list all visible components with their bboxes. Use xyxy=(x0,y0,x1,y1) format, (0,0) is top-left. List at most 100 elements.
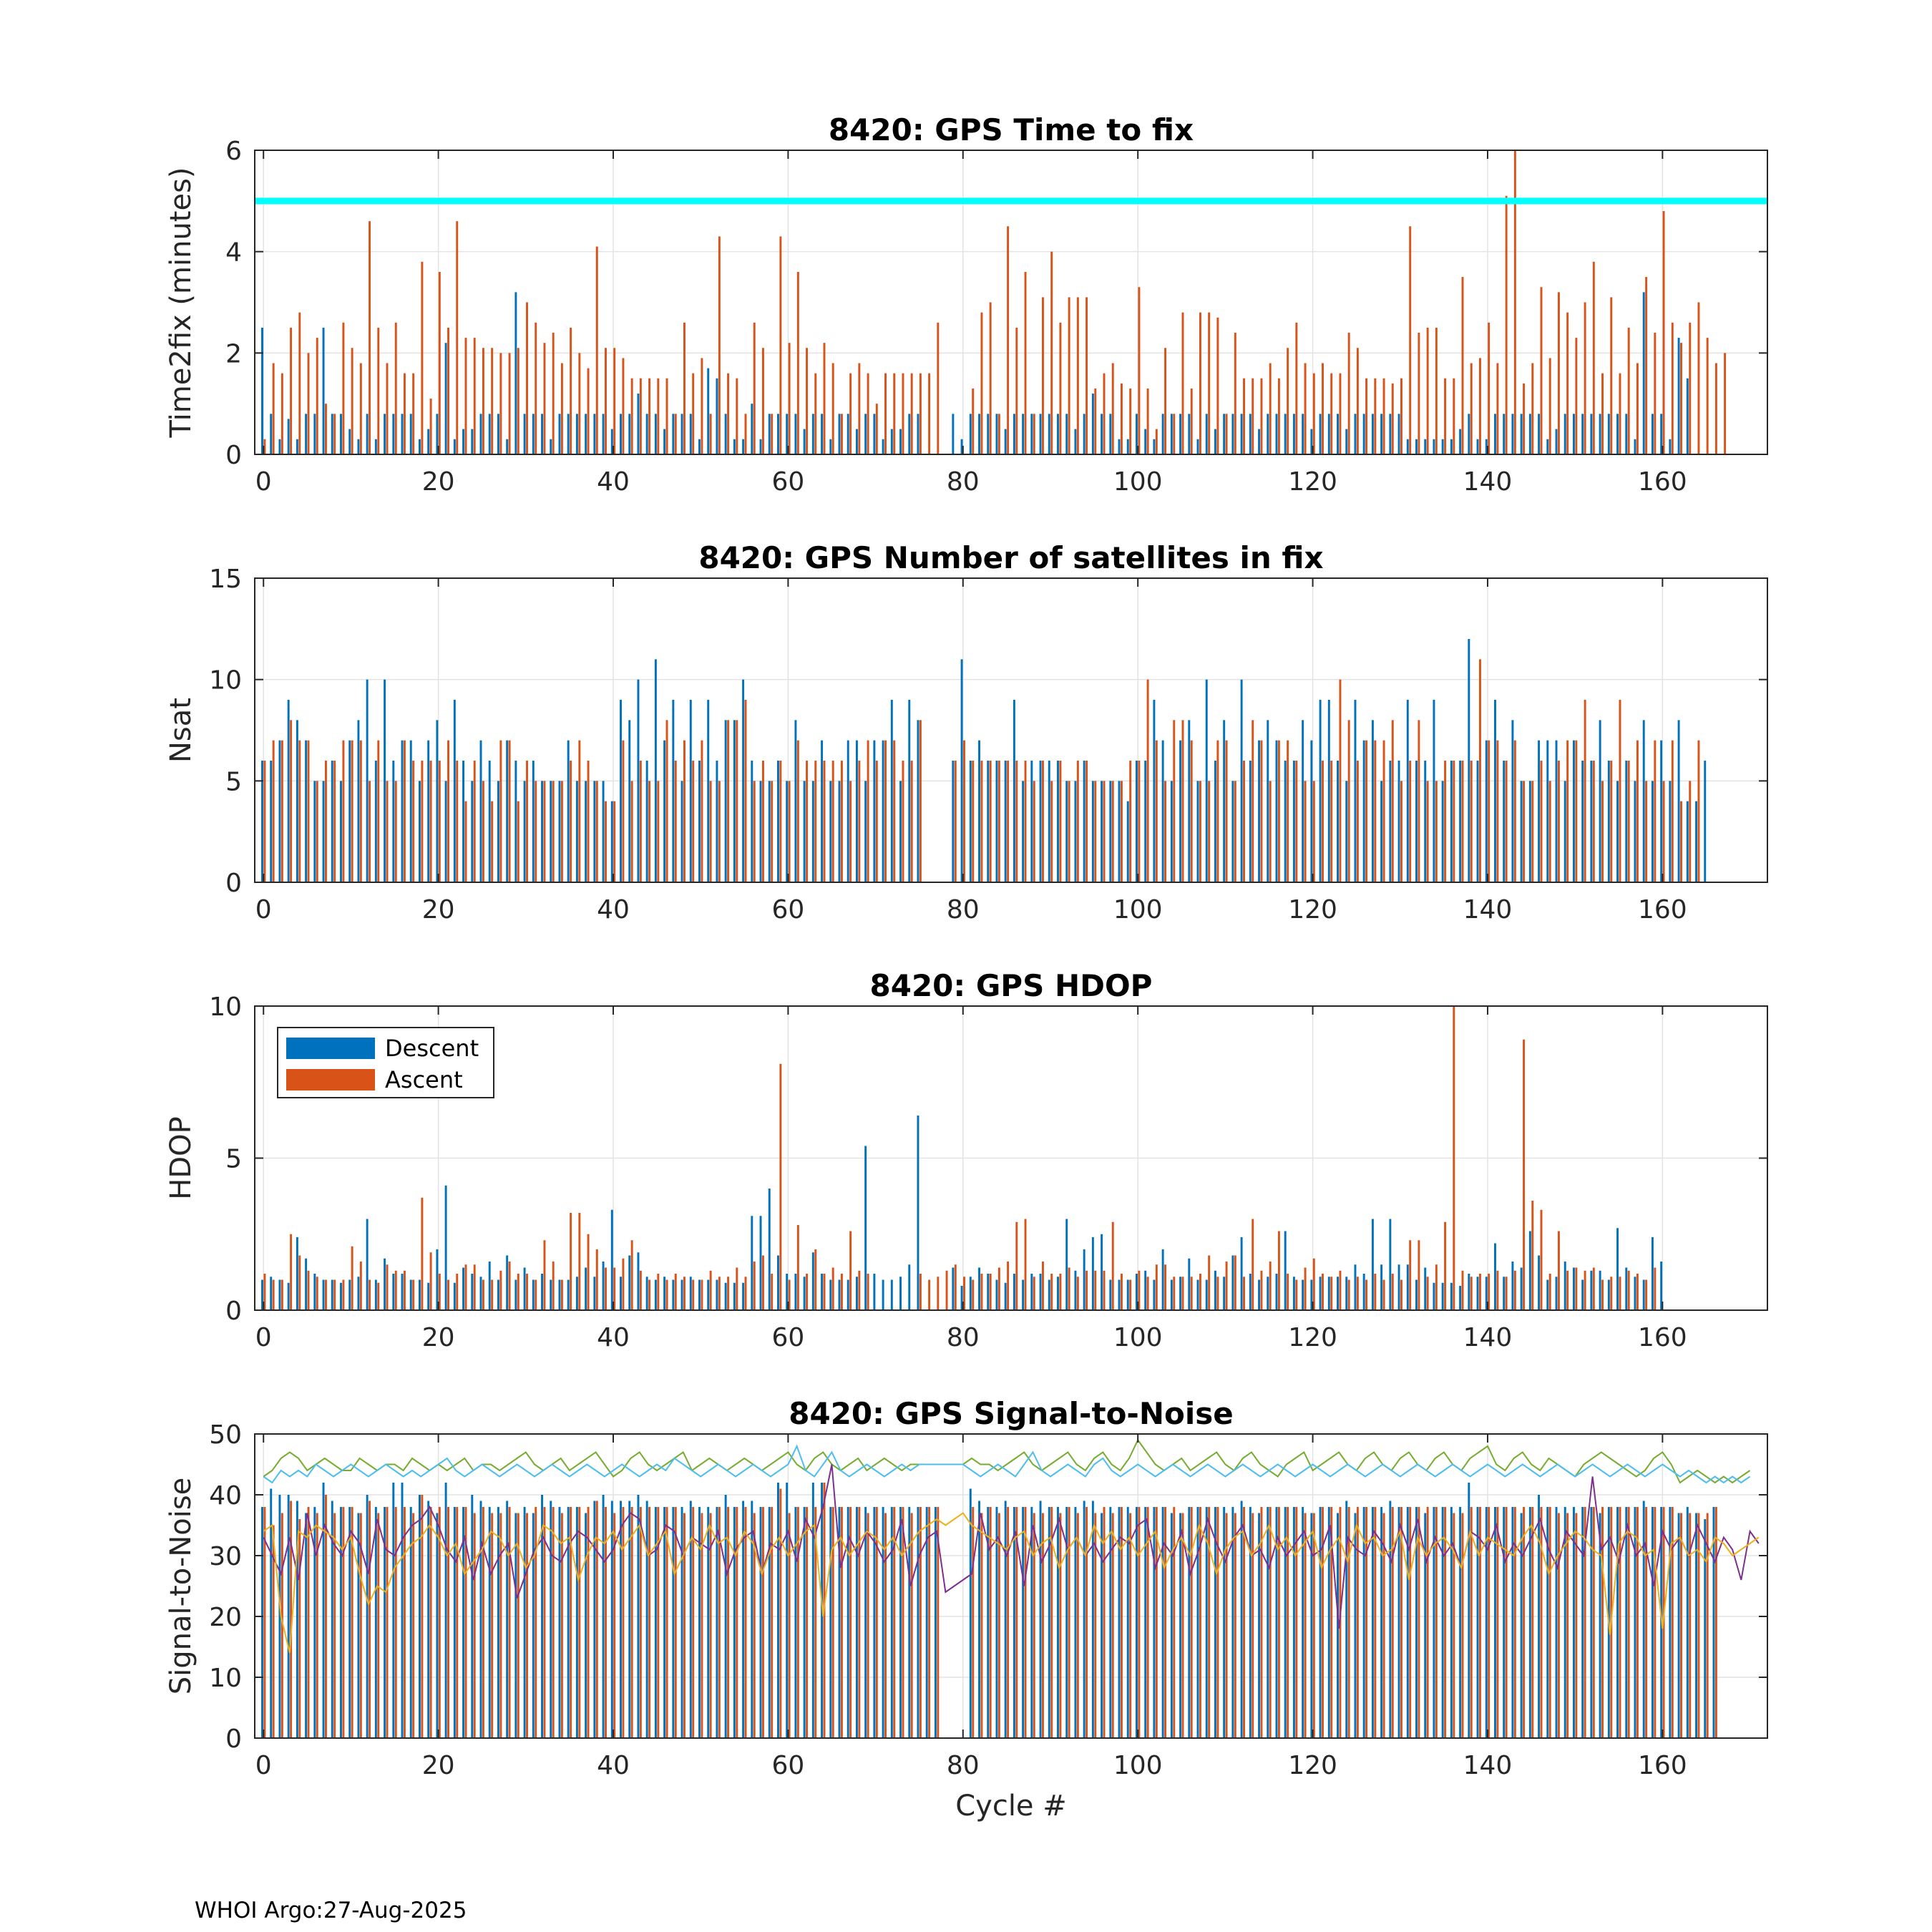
bar-descent-cycle-55 xyxy=(742,679,745,882)
bar-descent-cycle-31 xyxy=(532,1279,535,1310)
bar-ascent-cycle-32 xyxy=(543,781,546,882)
bar-ascent-cycle-124 xyxy=(1347,720,1350,882)
bar-ascent-cycle-32 xyxy=(543,1507,546,1738)
bar-ascent-cycle-46 xyxy=(665,720,668,882)
bar-ascent-cycle-35 xyxy=(570,327,572,454)
bar-descent-cycle-119 xyxy=(1302,1507,1304,1738)
bar-ascent-cycle-89 xyxy=(1042,1513,1044,1738)
bar-descent-cycle-157 xyxy=(1634,1507,1636,1738)
y-tick-label: 10 xyxy=(209,666,242,696)
bar-descent-cycle-112 xyxy=(1240,1501,1243,1738)
bar-ascent-cycle-143 xyxy=(1513,740,1516,882)
bar-ascent-cycle-160 xyxy=(1662,781,1665,882)
bar-ascent-cycle-145 xyxy=(1531,1507,1534,1738)
bar-descent-cycle-74 xyxy=(908,700,911,882)
bar-ascent-cycle-11 xyxy=(359,363,362,454)
bar-descent-cycle-112 xyxy=(1240,1237,1243,1310)
bar-ascent-cycle-115 xyxy=(1269,1262,1272,1310)
bar-ascent-cycle-115 xyxy=(1269,781,1272,882)
bar-descent-cycle-138 xyxy=(1468,414,1470,454)
bar-descent-cycle-82 xyxy=(978,1267,980,1310)
bar-ascent-cycle-159 xyxy=(1654,1267,1657,1310)
bar-descent-cycle-143 xyxy=(1511,720,1514,882)
bar-descent-cycle-34 xyxy=(558,781,561,882)
bar-ascent-cycle-73 xyxy=(902,373,904,454)
bar-ascent-cycle-82 xyxy=(980,1274,983,1310)
bar-descent-cycle-19 xyxy=(427,429,430,454)
bar-ascent-cycle-98 xyxy=(1120,383,1123,454)
bar-descent-cycle-138 xyxy=(1468,639,1470,882)
bar-ascent-cycle-63 xyxy=(814,761,817,882)
bar-descent-cycle-134 xyxy=(1433,439,1435,454)
bar-ascent-cycle-81 xyxy=(972,761,975,882)
bar-ascent-cycle-23 xyxy=(464,1507,467,1738)
bar-ascent-cycle-15 xyxy=(394,781,397,882)
bar-descent-cycle-40 xyxy=(610,429,613,454)
bar-ascent-cycle-144 xyxy=(1523,781,1526,882)
bar-ascent-cycle-121 xyxy=(1322,1507,1324,1738)
footer-text: WHOI Argo:27-Aug-2025 xyxy=(195,1898,467,1923)
bar-descent-cycle-59 xyxy=(777,414,779,454)
bar-descent-cycle-101 xyxy=(1144,429,1147,454)
bar-descent-cycle-16 xyxy=(401,1483,404,1738)
bar-descent-cycle-23 xyxy=(462,761,465,882)
bar-ascent-cycle-147 xyxy=(1548,1507,1551,1738)
bar-ascent-cycle-99 xyxy=(1129,1279,1132,1310)
bar-ascent-cycle-56 xyxy=(753,1262,756,1310)
bar-ascent-cycle-90 xyxy=(1050,1274,1053,1310)
bar-ascent-cycle-119 xyxy=(1304,781,1307,882)
bar-ascent-cycle-32 xyxy=(543,343,546,454)
bar-ascent-cycle-90 xyxy=(1050,251,1053,454)
bar-ascent-cycle-41 xyxy=(622,358,625,454)
bar-descent-cycle-35 xyxy=(567,1279,570,1310)
bar-ascent-cycle-14 xyxy=(386,1507,389,1738)
bar-descent-cycle-71 xyxy=(882,740,884,882)
bar-descent-cycle-160 xyxy=(1660,1262,1663,1310)
bar-ascent-cycle-140 xyxy=(1488,1274,1491,1310)
bar-ascent-cycle-13 xyxy=(377,1513,380,1738)
bar-descent-cycle-15 xyxy=(392,1483,395,1738)
x-tick-label: 140 xyxy=(1463,895,1513,924)
bar-ascent-cycle-96 xyxy=(1103,781,1106,882)
bar-descent-cycle-49 xyxy=(689,700,692,882)
bar-descent-cycle-10 xyxy=(348,1279,351,1310)
bar-descent-cycle-106 xyxy=(1188,1258,1191,1310)
bar-ascent-cycle-4 xyxy=(298,312,301,454)
x-tick-label: 20 xyxy=(422,467,455,497)
bar-ascent-cycle-9 xyxy=(342,1507,345,1738)
bar-ascent-cycle-162 xyxy=(1680,1513,1682,1738)
bar-ascent-cycle-109 xyxy=(1216,740,1219,882)
bar-ascent-cycle-153 xyxy=(1601,373,1604,454)
bar-descent-cycle-6 xyxy=(313,781,316,882)
bar-ascent-cycle-66 xyxy=(840,761,843,882)
bar-descent-cycle-102 xyxy=(1153,700,1156,882)
bar-descent-cycle-130 xyxy=(1397,1264,1400,1310)
bar-ascent-cycle-21 xyxy=(447,1279,450,1310)
bar-ascent-cycle-39 xyxy=(605,801,607,882)
bar-ascent-cycle-77 xyxy=(937,1277,940,1310)
bar-ascent-cycle-143 xyxy=(1513,150,1516,454)
bar-ascent-cycle-56 xyxy=(753,781,756,882)
bar-ascent-cycle-34 xyxy=(560,781,563,882)
bar-descent-cycle-37 xyxy=(585,414,587,454)
bar-ascent-cycle-100 xyxy=(1138,761,1141,882)
bar-ascent-cycle-161 xyxy=(1671,1507,1674,1738)
bar-descent-cycle-67 xyxy=(847,1507,849,1738)
bar-ascent-cycle-12 xyxy=(369,781,371,882)
bar-descent-cycle-93 xyxy=(1074,781,1077,882)
bar-descent-cycle-142 xyxy=(1503,1507,1506,1738)
bar-descent-cycle-128 xyxy=(1380,1264,1383,1310)
bar-ascent-cycle-41 xyxy=(622,1507,625,1738)
bar-ascent-cycle-89 xyxy=(1042,1262,1044,1310)
bar-ascent-cycle-76 xyxy=(928,1507,931,1738)
bar-descent-cycle-85 xyxy=(1004,1501,1007,1738)
bar-descent-cycle-46 xyxy=(663,1277,666,1310)
bar-ascent-cycle-93 xyxy=(1076,761,1079,882)
bar-descent-cycle-82 xyxy=(978,1501,980,1738)
bar-ascent-cycle-24 xyxy=(473,761,476,882)
bar-descent-cycle-10 xyxy=(348,1507,351,1738)
bar-ascent-cycle-112 xyxy=(1243,1277,1245,1310)
bar-ascent-cycle-75 xyxy=(919,1274,922,1310)
bar-ascent-cycle-19 xyxy=(429,399,432,454)
bar-descent-cycle-92 xyxy=(1065,1507,1068,1738)
